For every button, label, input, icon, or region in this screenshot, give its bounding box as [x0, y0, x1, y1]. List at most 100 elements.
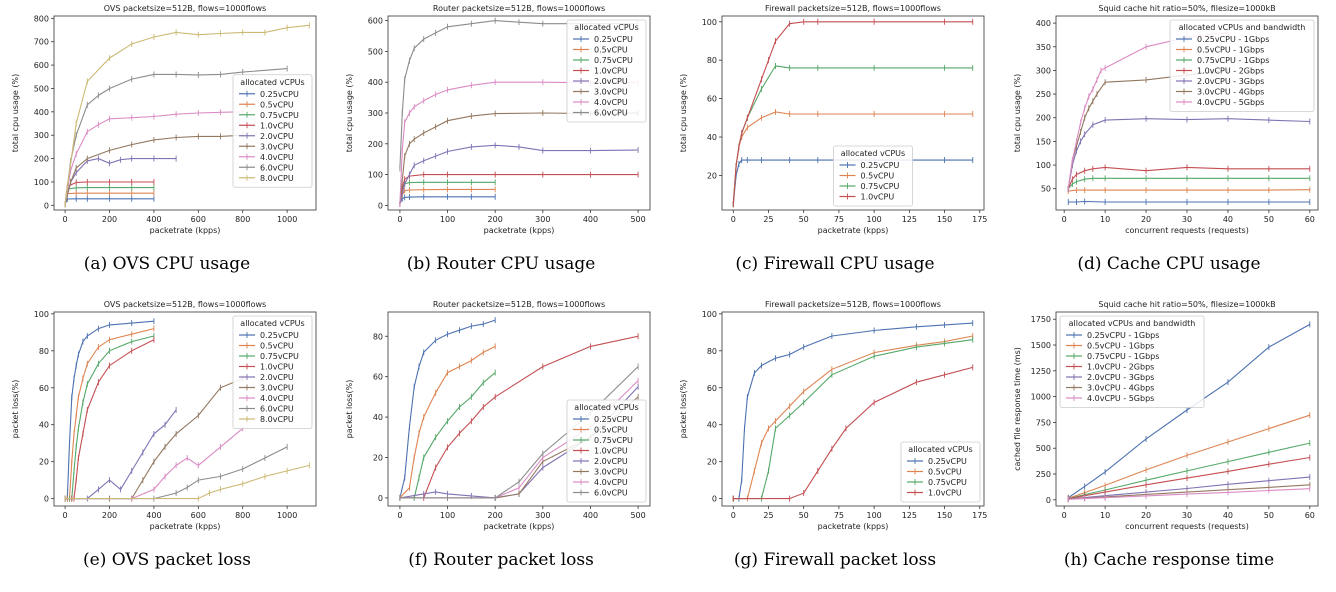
legend-title: allocated vCPUs and bandwidth [1179, 23, 1306, 32]
x-tick-label: 400 [146, 511, 161, 520]
legend-label: 1.0vCPU [260, 121, 294, 130]
legend-label: 8.0vCPU [260, 415, 294, 424]
x-tick-label: 200 [102, 511, 117, 520]
y-tick-label: 60 [707, 384, 717, 393]
y-tick-label: 20 [707, 458, 717, 467]
y-tick-label: 150 [1036, 137, 1051, 146]
legend-label: 0.25vCPU [861, 161, 900, 170]
x-tick-label: 75 [834, 511, 844, 520]
legend: allocated vCPUs0.25vCPU0.5vCPU0.75vCPU1.… [901, 442, 980, 502]
legend-label: 2.0vCPU - 3Gbps [1197, 77, 1264, 86]
x-tick-label: 800 [235, 215, 250, 224]
chart-panel: OVS packetsize=512B, flows=1000flows 0 200… [0, 296, 334, 592]
y-tick-label: 50 [1041, 185, 1051, 194]
legend-label: 3.0vCPU [260, 384, 294, 393]
x-tick-label: 100 [866, 511, 881, 520]
chart-title: OVS packetsize=512B, flows=1000flows [104, 4, 266, 13]
legend-label: 1.0vCPU [861, 193, 895, 202]
y-tick-label: 20 [39, 458, 49, 467]
x-tick-label: 200 [488, 215, 503, 224]
figure-caption: (c) Firewall CPU usage [668, 254, 1002, 274]
legend: allocated vCPUs0.25vCPU0.5vCPU0.75vCPU1.… [233, 316, 312, 429]
legend-label: 6.0vCPU [594, 489, 628, 498]
y-tick-label: 200 [368, 140, 383, 149]
legend-label: 0.25vCPU [928, 457, 967, 466]
y-tick-label: 60 [39, 384, 49, 393]
y-axis-label: total cpu usage (%) [11, 74, 20, 152]
x-axis-label: concurrent requests (requests) [1125, 226, 1249, 235]
x-tick-label: 0 [1062, 215, 1067, 224]
legend-label: 4.0vCPU [594, 98, 628, 107]
x-tick-label: 0 [1062, 511, 1067, 520]
y-tick-label: 40 [707, 133, 717, 142]
y-axis-label: total cpu usage (%) [679, 74, 688, 152]
series-line [1068, 202, 1310, 203]
chart-panel: Firewall packetsize=512B, flows=1000flow… [668, 0, 1002, 296]
legend-label: 2.0vCPU [260, 373, 294, 382]
x-tick-label: 10 [1100, 511, 1110, 520]
y-tick-label: 80 [707, 347, 717, 356]
y-tick-label: 1500 [1031, 341, 1051, 350]
x-axis-label: concurrent requests (requests) [1125, 522, 1249, 531]
legend-label: 3.0vCPU - 4Gbps [1197, 88, 1264, 97]
x-axis-label: packetrate (kpps) [150, 522, 221, 531]
y-tick-label: 40 [373, 413, 383, 422]
legend-label: 0.25vCPU [260, 90, 299, 99]
x-tick-label: 30 [1182, 215, 1192, 224]
x-tick-label: 400 [583, 215, 598, 224]
legend-label: 6.0vCPU [594, 109, 628, 118]
legend: allocated vCPUs0.25vCPU0.5vCPU0.75vCPU1.… [567, 400, 646, 502]
y-tick-label: 100 [702, 18, 717, 27]
legend-label: 2.0vCPU - 3Gbps [1087, 373, 1154, 382]
legend: allocated vCPUs and bandwidth 0.25vCPU - … [1060, 316, 1204, 408]
y-tick-label: 400 [34, 108, 49, 117]
y-tick-label: 0 [378, 201, 383, 210]
chart-svg: Squid cache hit ratio=50%, filesize=1000… [1002, 0, 1336, 296]
x-tick-label: 150 [937, 215, 952, 224]
y-tick-label: 80 [39, 347, 49, 356]
y-tick-label: 20 [373, 454, 383, 463]
legend-label: 1.0vCPU [928, 489, 962, 498]
figure-caption: (h) Cache response time [1002, 550, 1336, 570]
y-tick-label: 300 [1036, 66, 1051, 75]
x-tick-label: 1000 [277, 215, 297, 224]
y-tick-label: 350 [1036, 43, 1051, 52]
legend-label: 4.0vCPU [260, 153, 294, 162]
y-tick-label: 500 [1036, 444, 1051, 453]
chart-panel: Squid cache hit ratio=50%, filesize=1000… [1002, 296, 1336, 592]
chart-title: Router packetsize=512B, flows=1000flows [433, 300, 605, 309]
y-tick-label: 20 [707, 171, 717, 180]
y-tick-label: 0 [44, 495, 49, 504]
chart-title: Squid cache hit ratio=50%, filesize=1000… [1098, 300, 1275, 309]
figure-caption: (d) Cache CPU usage [1002, 254, 1336, 274]
y-axis-label: total cpu usage (%) [345, 74, 354, 152]
x-tick-label: 500 [630, 511, 645, 520]
y-tick-label: 500 [34, 84, 49, 93]
x-tick-label: 200 [488, 511, 503, 520]
chart-panel: Squid cache hit ratio=50%, filesize=1000… [1002, 0, 1336, 296]
legend: allocated vCPUs0.25vCPU0.5vCPU0.75vCPU1.… [567, 20, 646, 122]
series-line [65, 159, 176, 205]
x-tick-label: 60 [1305, 511, 1315, 520]
figure-caption: (b) Router CPU usage [334, 254, 668, 274]
chart-panel: Router packetsize=512B, flows=1000flows 0… [334, 0, 668, 296]
x-tick-label: 75 [834, 215, 844, 224]
x-tick-label: 175 [972, 511, 987, 520]
y-tick-label: 200 [34, 155, 49, 164]
y-tick-label: 80 [373, 332, 383, 341]
y-tick-label: 0 [712, 495, 717, 504]
y-tick-label: 500 [368, 47, 383, 56]
x-tick-label: 800 [235, 511, 250, 520]
legend-label: 1.0vCPU [260, 363, 294, 372]
figure-caption: (f) Router packet loss [334, 550, 668, 570]
legend-label: 3.0vCPU [594, 88, 628, 97]
legend: allocated vCPUs and bandwidth 0.25vCPU - … [1170, 20, 1314, 112]
chart-title: Firewall packetsize=512B, flows=1000flow… [765, 4, 941, 13]
x-tick-label: 150 [937, 511, 952, 520]
series-line [65, 379, 243, 499]
y-tick-label: 250 [1036, 90, 1051, 99]
y-tick-label: 750 [1036, 418, 1051, 427]
legend-label: 1.0vCPU [594, 447, 628, 456]
figure-caption: (a) OVS CPU usage [0, 254, 334, 274]
x-tick-label: 400 [146, 215, 161, 224]
